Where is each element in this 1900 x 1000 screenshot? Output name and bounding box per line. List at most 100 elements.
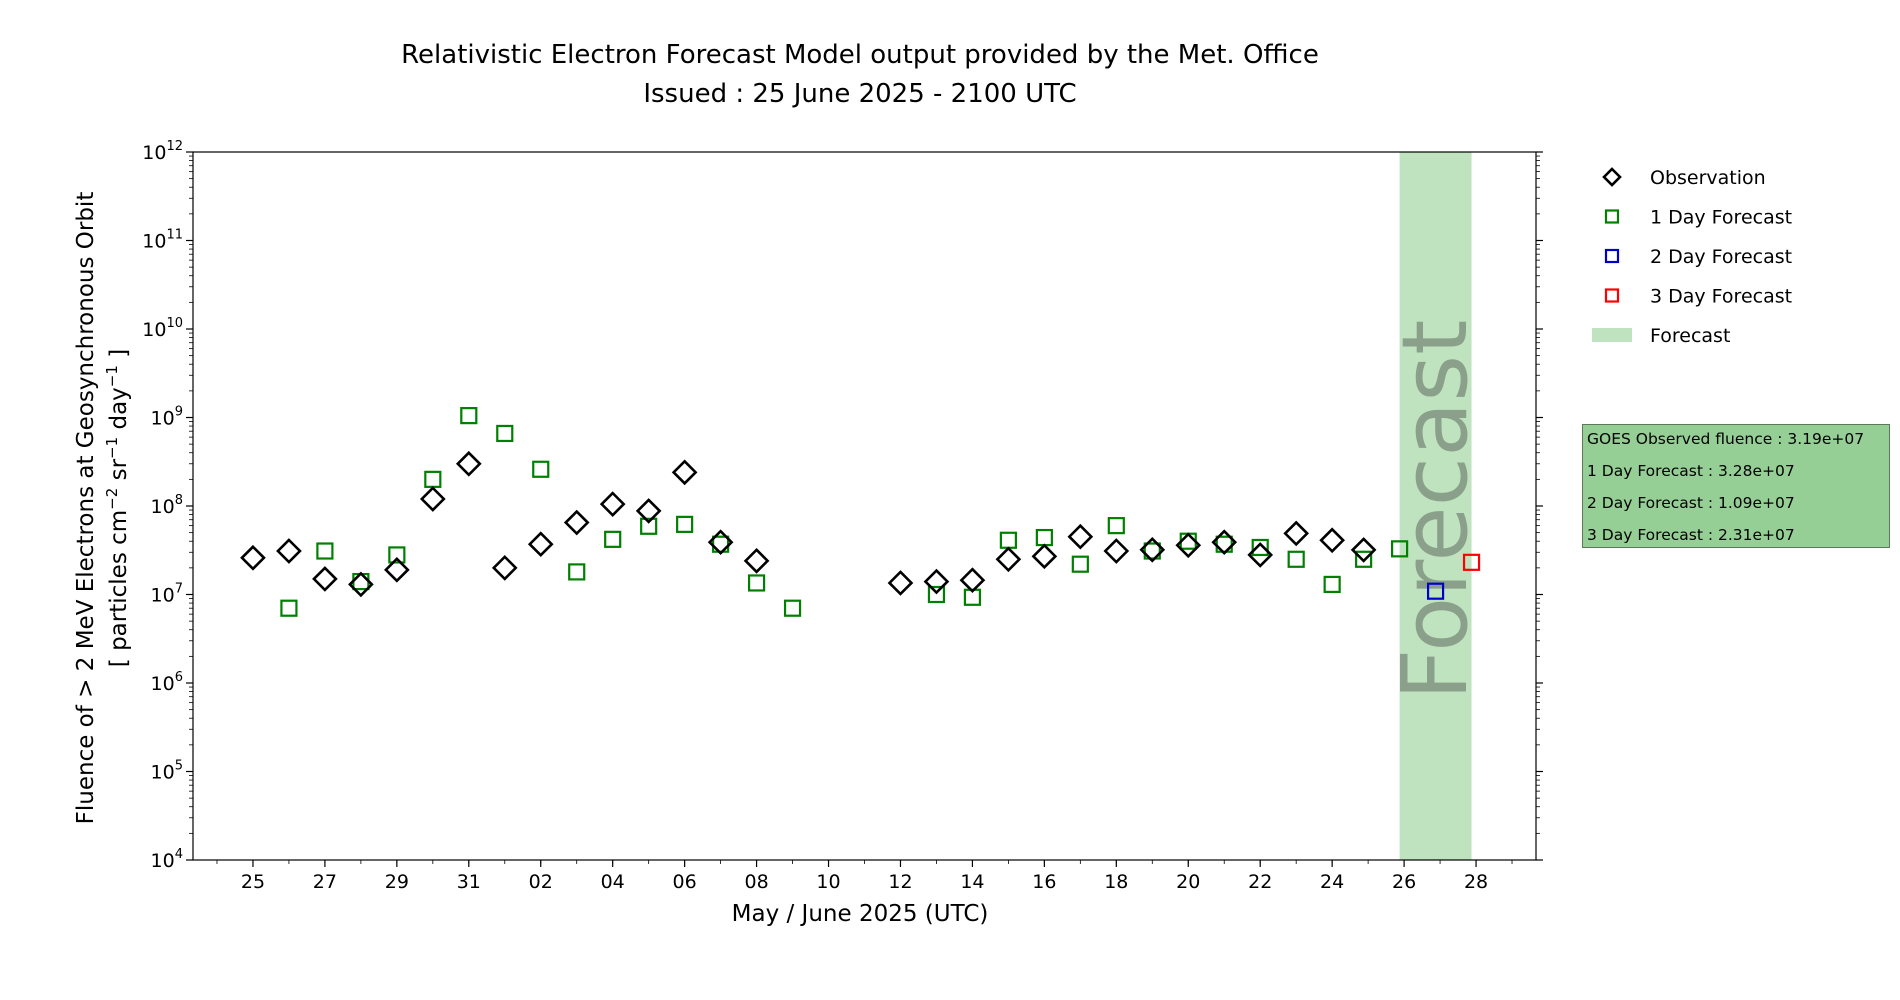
observation-point [240,544,266,571]
legend-forecast-band-label: Forecast [1650,325,1730,347]
legend-1day-marker [1604,209,1620,224]
observation-point [563,509,590,536]
legend-1day-label: 1 Day Forecast [1650,207,1792,229]
1-day-forecast-point [927,585,946,604]
legend-2day-marker [1604,248,1620,264]
info-line-observed: GOES Observed fluence : 3.19e+07 [1587,430,1865,448]
data-markers [240,407,1481,617]
1-day-forecast-point [1035,528,1053,547]
info-line-3day: 3 Day Forecast : 2.31e+07 [1587,526,1795,544]
x-tick-label: 10 [816,871,840,893]
info-line-1day: 1 Day Forecast : 3.28e+07 [1587,462,1795,480]
1-day-forecast-point [1107,517,1125,535]
x-tick-label: 14 [960,871,984,893]
x-tick-label: 28 [1464,871,1488,893]
x-tick-label: 29 [385,871,409,893]
observation-point [959,567,986,594]
legend: Observation 1 Day Forecast 2 Day Forecast 3… [1592,167,1792,347]
3-day-forecast-point [1462,553,1481,571]
1-day-forecast-point [747,574,766,592]
1-day-forecast-point [783,599,802,617]
chart-title: Relativistic Electron Forecast Model out… [401,40,1319,70]
1-day-forecast-point [460,407,478,425]
x-tick-label: 08 [744,871,768,893]
y-tick-label: 1011 [142,228,183,253]
chart-subtitle: Issued : 25 June 2025 - 2100 UTC [643,79,1076,109]
observation-point [1175,532,1202,559]
observation-point [312,566,338,592]
y-axis: 104 105 106 107 108 109 1010 1011 1012 [142,139,1543,872]
x-tick-label: 18 [1104,871,1128,893]
observation-point [419,486,446,512]
legend-3day-label: 3 Day Forecast [1650,286,1792,308]
x-tick-label: 22 [1248,871,1272,893]
legend-2day-label: 2 Day Forecast [1650,246,1792,268]
y-tick-label: 107 [151,582,183,607]
observation-point [995,546,1022,573]
fluence-info-box: GOES Observed fluence : 3.19e+07 1 Day F… [1582,424,1890,548]
x-tick-label: 16 [1032,871,1056,893]
y-tick-label: 108 [151,493,183,518]
observation-point [1319,527,1345,554]
observation-point [348,571,374,598]
observation-point [491,555,518,581]
1-day-forecast-point [280,599,298,617]
x-tick-label: 24 [1320,871,1344,893]
1-day-forecast-point [1251,538,1269,557]
x-tick-label: 27 [313,871,337,893]
observation-point [923,568,950,595]
info-line-2day: 2 Day Forecast : 1.09e+07 [1587,494,1795,512]
observation-point [384,556,410,583]
observation-point [599,491,626,517]
observation-point [1283,520,1310,547]
y-axis-label-line1: Fluence of > 2 MeV Electrons at Geosynch… [73,192,99,825]
x-tick-label: 02 [529,871,553,893]
y-axis-label-line2: [ particles cm−2 sr−1 day−1 ] [103,349,132,667]
x-tick-label: 04 [601,871,625,893]
observation-point [887,570,914,596]
x-tick-label: 26 [1392,871,1416,893]
x-tick-label: 12 [888,871,912,893]
x-tick-label: 06 [673,871,697,893]
observation-point [276,538,302,564]
y-tick-label: 109 [151,405,183,430]
y-tick-label: 1012 [142,139,183,164]
y-tick-label: 105 [151,759,183,784]
1-day-forecast-point [424,470,442,488]
observation-point [707,529,734,556]
observation-point [635,498,662,524]
observation-point [455,450,482,477]
observation-point [671,459,698,486]
1-day-forecast-point [1391,540,1409,558]
y-tick-label: 106 [151,670,183,695]
x-axis-label: May / June 2025 (UTC) [732,901,989,927]
1-day-forecast-point [496,424,514,443]
x-axis: 25 27 29 31 02 04 06 08 10 12 14 16 18 20 22 24 26 28 [216,860,1513,893]
x-tick-label: 20 [1176,871,1200,893]
legend-3day-marker [1604,288,1620,303]
forecast-band [1399,152,1472,860]
2-day-forecast-point [1426,582,1445,600]
observation-point [527,531,554,558]
observation-point [743,548,770,574]
1-day-forecast-point [1143,542,1161,560]
forecast-band-label: Forecast [1383,320,1488,701]
y-tick-label: 104 [151,847,183,872]
x-tick-label: 31 [457,871,481,893]
1-day-forecast-point [1287,550,1305,568]
1-day-forecast-point [352,572,370,591]
1-day-forecast-point [1323,575,1341,594]
1-day-forecast-point [388,546,406,564]
x-tick-label: 25 [241,871,265,893]
legend-observation-label: Observation [1650,167,1766,189]
y-tick-label: 1010 [142,316,183,341]
observation-point [1247,542,1274,568]
1-day-forecast-point [1355,550,1373,568]
observation-point [1031,543,1058,570]
1-day-forecast-point [1071,555,1089,573]
observation-point [1350,537,1377,563]
observation-point [1211,529,1238,556]
1-day-forecast-point [316,542,334,560]
legend-observation-marker [1602,167,1622,187]
